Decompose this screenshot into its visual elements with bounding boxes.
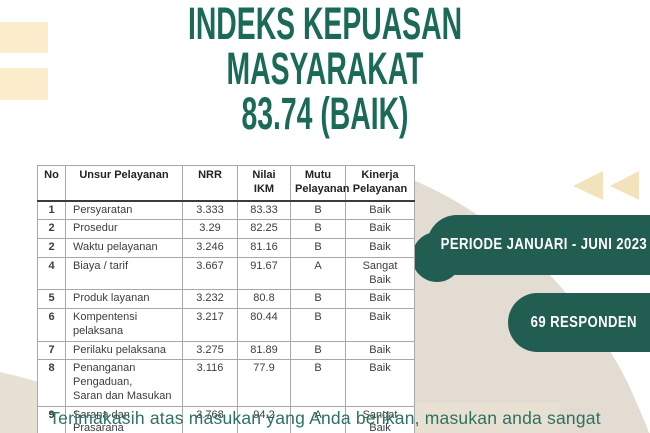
table-row: 7 Perilaku pelaksana 3.275 81.89 B Baik bbox=[37, 340, 415, 361]
footer-thanks-text: Terimakasih atas masukan yang Anda berik… bbox=[49, 408, 601, 428]
responden-badge-label: 69 RESPONDEN bbox=[530, 313, 638, 331]
table-cell: 81.16 bbox=[237, 238, 291, 258]
periode-badge: PERIODE JANUARI - JUNI 2023 bbox=[427, 215, 650, 275]
table-cell: B bbox=[290, 219, 346, 239]
left-triangle-icon bbox=[573, 171, 603, 200]
table-cell: B bbox=[290, 238, 346, 258]
table-row: 6 Kompentensi pelaksana 3.217 80.44 B Baik bbox=[37, 308, 415, 342]
table-cell: Baik bbox=[345, 340, 415, 361]
table-cell: Baik bbox=[345, 359, 415, 407]
table-cell: Baik bbox=[345, 199, 415, 221]
table-cell: B bbox=[290, 359, 346, 407]
table-cell: 9 bbox=[37, 405, 66, 433]
ikm-table-header: No Unsur Pelayanan NRR Nilai IKM Mutu Pelaya… bbox=[37, 165, 415, 202]
table-cell: Baik bbox=[345, 219, 415, 239]
table-cell: 3.275 bbox=[182, 340, 238, 361]
table-cell: 81.89 bbox=[237, 340, 291, 361]
column-header: Nilai IKM bbox=[237, 165, 291, 202]
table-cell: Persyaratan bbox=[65, 199, 183, 221]
table-cell: A bbox=[290, 405, 346, 433]
ikm-table: No Unsur Pelayanan NRR Nilai IKM Mutu Pelaya… bbox=[37, 165, 415, 433]
table-cell: 3.217 bbox=[182, 308, 238, 342]
table-cell: 5 bbox=[37, 289, 66, 309]
table-cell: Biaya / tarif bbox=[65, 256, 183, 291]
title-line-1: INDEKS KEPUASAN bbox=[187, 0, 463, 49]
table-cell: Baik bbox=[345, 289, 415, 309]
table-row: 4 Biaya / tarif 3.667 91.67 A Sangat Baik bbox=[37, 256, 415, 291]
column-header: Kinerja Pelayanan bbox=[345, 165, 415, 202]
table-cell: B bbox=[290, 199, 346, 221]
table-cell: 83.33 bbox=[237, 199, 291, 221]
table-cell: 80.44 bbox=[237, 308, 291, 342]
table-cell: 2 bbox=[37, 238, 66, 258]
table-row: 9 Sarana dan Prasarana 3.768 94.2 A Sangat Ba… bbox=[37, 405, 415, 433]
table-cell: Baik bbox=[345, 308, 415, 342]
table-cell: Perilaku pelaksana bbox=[65, 340, 183, 361]
table-cell: B bbox=[290, 308, 346, 342]
table-cell: 3.29 bbox=[182, 219, 238, 239]
table-cell: B bbox=[290, 289, 346, 309]
table-cell: 82.25 bbox=[237, 219, 291, 239]
table-row: 1 Persyaratan 3.333 83.33 B Baik bbox=[37, 199, 415, 221]
left-triangle-icon bbox=[610, 171, 639, 200]
table-cell: Sarana dan Prasarana bbox=[65, 405, 183, 433]
cream-rectangle-decoration bbox=[0, 68, 48, 100]
header-row: No Unsur Pelayanan NRR Nilai IKM Mutu Pelaya… bbox=[37, 165, 415, 202]
table-cell: B bbox=[290, 340, 346, 361]
table-cell: 8 bbox=[37, 359, 66, 407]
table-cell: 4 bbox=[37, 256, 66, 291]
title-line-3: 83.74 (BAIK) bbox=[241, 88, 409, 139]
ikm-table-body: 1 Persyaratan 3.333 83.33 B Baik 2 Prosedur 3.29… bbox=[37, 199, 415, 433]
table-row: 8 Penanganan Pengaduan, Saran dan Masukan… bbox=[37, 359, 415, 407]
table-cell: Prosedur bbox=[65, 219, 183, 239]
table-cell: 3.246 bbox=[182, 238, 238, 258]
column-header: NRR bbox=[182, 165, 238, 202]
page-title: INDEKS KEPUASAN MASYARAKAT 83.74 (BAIK) bbox=[0, 1, 650, 136]
cream-rectangle-decoration bbox=[0, 22, 48, 53]
table-row: 2 Waktu pelayanan 3.246 81.16 B Baik bbox=[37, 238, 415, 258]
table-row: 5 Produk layanan 3.232 80.8 B Baik bbox=[37, 289, 415, 309]
table-cell: 3.768 bbox=[182, 405, 238, 433]
table-cell: Sangat Baik bbox=[345, 405, 415, 433]
table-cell: 7 bbox=[37, 340, 66, 361]
table-cell: Kompentensi pelaksana bbox=[65, 308, 183, 342]
table-row: 2 Prosedur 3.29 82.25 B Baik bbox=[37, 219, 415, 239]
table-cell: 3.667 bbox=[182, 256, 238, 291]
column-header: Unsur Pelayanan bbox=[65, 165, 183, 202]
title-line-2: MASYARAKAT bbox=[226, 43, 424, 94]
table-cell: 94.2 bbox=[237, 405, 291, 433]
table-cell: Baik bbox=[345, 238, 415, 258]
table-cell: 2 bbox=[37, 219, 66, 239]
table-cell: 91.67 bbox=[237, 256, 291, 291]
table-cell: 1 bbox=[37, 199, 66, 221]
column-header: No bbox=[37, 165, 66, 202]
table-cell: 3.116 bbox=[182, 359, 238, 407]
table-cell: 3.232 bbox=[182, 289, 238, 309]
table-cell: 77.9 bbox=[237, 359, 291, 407]
table-cell: 3.333 bbox=[182, 199, 238, 221]
table-cell: A bbox=[290, 256, 346, 291]
responden-badge: 69 RESPONDEN bbox=[508, 293, 650, 352]
table-cell: Penanganan Pengaduan, Saran dan Masukan bbox=[65, 359, 183, 407]
table-cell: Waktu pelayanan bbox=[65, 238, 183, 258]
periode-badge-label: PERIODE JANUARI - JUNI 2023 bbox=[440, 236, 647, 253]
table-cell: Sangat Baik bbox=[345, 256, 415, 291]
column-header: Mutu Pelayanan bbox=[290, 165, 349, 202]
table-cell: Produk layanan bbox=[65, 289, 183, 309]
table-cell: 6 bbox=[37, 308, 66, 342]
table-cell: 80.8 bbox=[237, 289, 291, 309]
